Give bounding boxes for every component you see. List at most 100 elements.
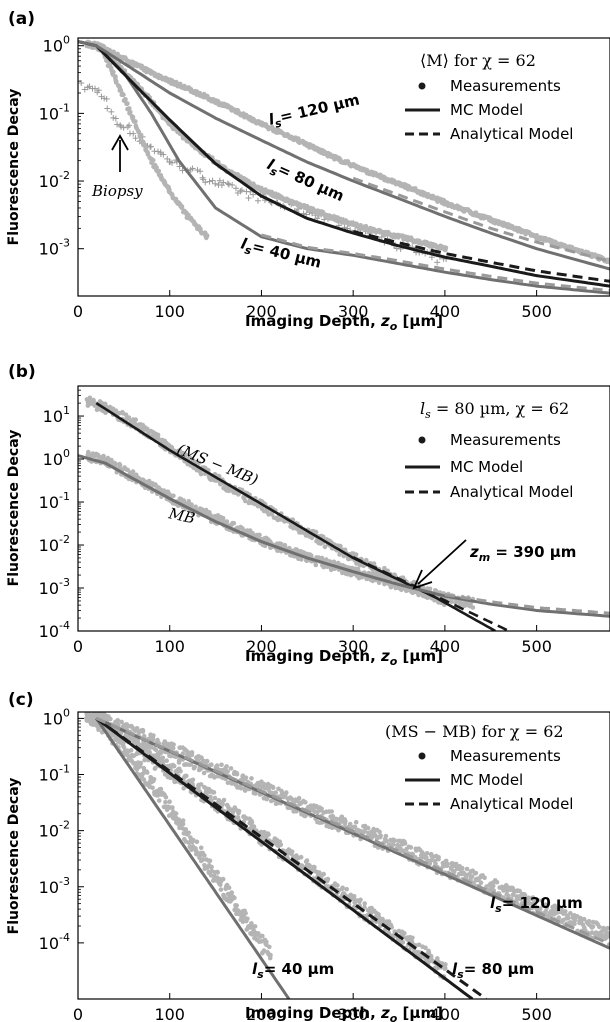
measurement-point: [278, 842, 284, 848]
measurement-point: [423, 945, 428, 951]
measurement-point: [284, 132, 290, 137]
measurement-point: [424, 851, 430, 856]
measurement-point: [130, 469, 136, 474]
legend-marker-measurements-c: [418, 752, 426, 760]
measurement-point: [352, 824, 358, 830]
legend-marker-measurements-b: [418, 436, 426, 444]
measurement-point: [453, 861, 459, 867]
measurement-point: [421, 190, 426, 196]
measurement-point: [128, 109, 133, 115]
measurement-point: [228, 766, 234, 771]
annotation-ls120-c: ls= 120 µm: [490, 894, 583, 915]
measurement-point: [211, 790, 217, 795]
measurement-point: [133, 417, 138, 423]
biopsy-point: [245, 195, 252, 202]
measurement-point: [224, 519, 230, 524]
y-tick-label: 100: [43, 447, 70, 469]
measurement-point: [121, 92, 126, 98]
measurement-point: [173, 811, 179, 816]
measurement-point: [108, 65, 114, 71]
measurement-point: [470, 605, 476, 610]
measurement-point: [572, 917, 578, 923]
x-tick-label: 400: [430, 1005, 461, 1022]
biopsy-point: [112, 115, 119, 122]
measurement-point: [167, 799, 172, 804]
x-tick-label: 200: [246, 302, 277, 321]
measurement-point: [113, 461, 118, 467]
biopsy-point: [126, 122, 133, 129]
measurement-point: [463, 603, 468, 608]
measurement-point: [342, 547, 348, 553]
measurement-point: [225, 769, 230, 774]
measurement-point: [380, 916, 385, 922]
measurement-point: [87, 401, 93, 407]
measurement-point: [110, 71, 115, 76]
legend-title-a: ⟨M⟩ for χ = 62: [420, 51, 536, 70]
measurement-point: [473, 870, 479, 876]
measurement-point: [242, 788, 248, 793]
measurement-point: [198, 471, 204, 477]
measurement-point: [220, 876, 226, 882]
measurement-point: [183, 827, 189, 832]
biopsy-point: [209, 177, 216, 184]
measurement-point: [116, 83, 121, 89]
measurement-point: [150, 737, 156, 743]
measurement-point: [156, 436, 161, 441]
measurement-point: [247, 114, 253, 120]
measurement-point: [203, 507, 209, 513]
measurement-point: [163, 799, 168, 805]
measurement-point: [141, 733, 147, 739]
measurement-point: [216, 798, 222, 803]
y-tick-label: 10-3: [39, 237, 70, 259]
measurement-point: [231, 520, 237, 526]
measurement-point: [289, 849, 295, 854]
panel-c: (c) 0 100 200 300 400 50010010-110-210-310-4 …: [6, 690, 610, 1022]
measurement-point: [137, 133, 143, 138]
measurement-point: [218, 887, 224, 892]
panel-b: (b) 0 100 200 300 400 50010110010-110-210-310…: [6, 362, 610, 668]
legend-a: ⟨M⟩ for χ = 62 Measurements MC Model Ana…: [405, 51, 573, 143]
legend-label-analytical: Analytical Model: [450, 125, 573, 143]
measurement-point: [436, 856, 441, 862]
measurement-point: [578, 915, 583, 921]
measurement-point: [170, 805, 175, 810]
measurement-point: [113, 408, 119, 414]
biopsy-point: [92, 85, 99, 92]
biopsy-point: [179, 167, 186, 174]
plot-area-a: [78, 39, 610, 295]
model-curve: [95, 717, 610, 950]
measurement-point: [427, 861, 433, 867]
biopsy-point: [434, 259, 441, 266]
measurement-point: [89, 706, 94, 711]
biopsy-point: [169, 159, 176, 166]
measurement-point: [204, 233, 210, 238]
legend-label-measurements-c: Measurements: [450, 747, 561, 765]
measurement-point: [295, 526, 300, 532]
measurement-point: [170, 745, 176, 751]
measurement-point: [130, 753, 136, 759]
measurement-point: [102, 401, 108, 407]
measurement-point: [319, 806, 324, 812]
measurement-point: [464, 866, 470, 872]
legend-title-b: ls = 80 µm, χ = 62: [420, 399, 569, 421]
legend-label-analytical-c: Analytical Model: [450, 795, 573, 813]
y-tick-label: 10-3: [39, 576, 70, 598]
measurement-point: [164, 758, 169, 763]
measurement-point: [212, 795, 218, 801]
measurement-point: [260, 834, 265, 839]
measurement-point: [242, 908, 247, 914]
measurement-point: [88, 721, 94, 727]
measurement-point: [155, 432, 161, 438]
measurement-point: [141, 765, 147, 771]
measurement-point: [236, 808, 242, 814]
measurement-point: [460, 865, 465, 871]
measurement-point: [383, 833, 389, 839]
measurement-point: [249, 820, 255, 825]
measurement-point: [202, 853, 207, 858]
measurement-point: [358, 897, 363, 903]
model-curve: [352, 229, 610, 283]
measurement-point: [142, 757, 147, 763]
measurement-point: [87, 707, 92, 712]
legend-label-mc: MC Model: [450, 101, 523, 119]
model-curve: [444, 593, 610, 615]
